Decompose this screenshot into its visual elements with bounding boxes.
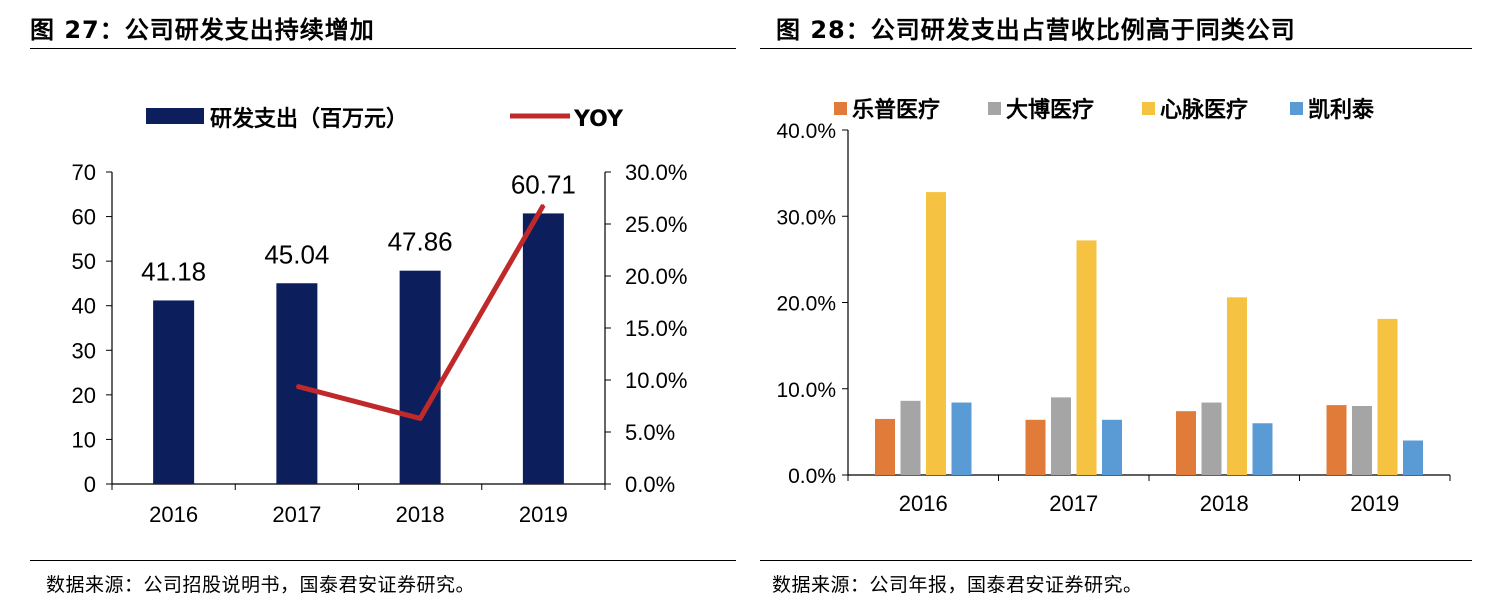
bar-4 bbox=[951, 402, 972, 475]
right-figure-panel: 图 28：公司研发支出占营收比例高于同类公司 0.0% 10.0% 20.0% 30.… bbox=[760, 0, 1506, 606]
right-source-note: 数据来源：公司年报，国泰君安证券研究。 bbox=[772, 574, 1143, 596]
y-tick-label: 40.0% bbox=[776, 120, 836, 143]
y2-tick-label: 10.0% bbox=[625, 368, 687, 393]
bar-data-label: 45.04 bbox=[264, 239, 329, 269]
bar-4 bbox=[1403, 440, 1423, 475]
bar-1 bbox=[1176, 411, 1196, 475]
legend-swatch-2 bbox=[988, 102, 1001, 115]
y-tick-label: 20 bbox=[72, 383, 96, 408]
legend-swatch-1 bbox=[834, 102, 847, 115]
legend-swatch-3 bbox=[1142, 102, 1155, 115]
right-source-rule bbox=[760, 560, 1472, 561]
bar-data-label: 60.71 bbox=[511, 169, 576, 199]
x-tick-label: 2018 bbox=[1200, 491, 1249, 516]
left-figure-panel: 图 27：公司研发支出持续增加 0 10 20 30 40 50 60 70 0.0% 5.0% 1… bbox=[0, 0, 740, 606]
y2-tick-label: 15.0% bbox=[625, 316, 687, 341]
bar-1 bbox=[875, 418, 895, 475]
legend-swatch-rd-expense bbox=[146, 108, 204, 124]
bar-2 bbox=[1352, 406, 1372, 475]
bar-rd-expense bbox=[153, 300, 195, 484]
x-tick-label: 2017 bbox=[272, 502, 321, 527]
x-tick-label: 2016 bbox=[899, 491, 948, 516]
y-tick-label: 20.0% bbox=[776, 293, 836, 316]
bar-1 bbox=[1025, 419, 1046, 475]
bar-data-label: 41.18 bbox=[141, 256, 206, 286]
y-tick-label: 70 bbox=[72, 160, 96, 185]
bar-rd-expense bbox=[522, 213, 564, 484]
y2-tick-label: 25.0% bbox=[625, 212, 687, 237]
x-tick-label: 2017 bbox=[1049, 491, 1098, 516]
legend-label-yoy: YOY bbox=[573, 107, 624, 132]
bar-1 bbox=[1326, 405, 1347, 475]
bar-4 bbox=[1252, 423, 1273, 475]
left-chart: 0 10 20 30 40 50 60 70 0.0% 5.0% 10.0% 15.0% 20.0% 25… bbox=[72, 106, 688, 527]
legend-label-1: 乐普医疗 bbox=[852, 97, 940, 123]
y-tick-label: 0 bbox=[84, 472, 96, 497]
right-title-rule bbox=[760, 48, 1472, 49]
y-tick-label: 40 bbox=[72, 294, 96, 319]
y-tick-label: 30.0% bbox=[776, 206, 836, 229]
y2-tick-label: 5.0% bbox=[625, 420, 675, 445]
x-tick-label: 2019 bbox=[1350, 491, 1399, 516]
bar-2 bbox=[900, 400, 921, 475]
left-source-rule bbox=[30, 560, 736, 561]
y-tick-label: 0.0% bbox=[788, 465, 836, 488]
y-tick-label: 10 bbox=[72, 427, 96, 452]
right-chart: 0.0% 10.0% 20.0% 30.0% 40.0% 2016 2017 2018 2019… bbox=[776, 97, 1451, 516]
yoy-point bbox=[419, 417, 422, 420]
y-tick-label: 10.0% bbox=[776, 379, 836, 402]
left-title-rule bbox=[30, 48, 736, 49]
bar-rd-expense bbox=[399, 270, 441, 484]
x-tick-label: 2019 bbox=[519, 502, 568, 527]
bar-3 bbox=[1076, 240, 1097, 475]
left-figure-title: 图 27：公司研发支出持续增加 bbox=[30, 16, 375, 44]
legend-swatch-4 bbox=[1290, 102, 1303, 115]
y2-tick-label: 30.0% bbox=[625, 160, 687, 185]
legend-label-4: 凯利泰 bbox=[1308, 98, 1375, 123]
y-tick-label: 30 bbox=[72, 338, 96, 363]
yoy-point bbox=[295, 385, 298, 388]
y2-tick-label: 20.0% bbox=[625, 264, 687, 289]
x-tick-label: 2018 bbox=[396, 502, 445, 527]
bar-3 bbox=[1227, 297, 1247, 475]
y-tick-label: 50 bbox=[72, 249, 96, 274]
right-figure-title: 图 28：公司研发支出占营收比例高于同类公司 bbox=[776, 16, 1296, 44]
legend-label-3: 心脉医疗 bbox=[1160, 97, 1248, 123]
x-tick-label: 2016 bbox=[149, 502, 198, 527]
legend-label-2: 大博医疗 bbox=[1006, 97, 1094, 123]
bar-2 bbox=[1051, 397, 1071, 475]
bar-3 bbox=[926, 192, 946, 475]
left-source-note: 数据来源：公司招股说明书，国泰君安证券研究。 bbox=[46, 574, 476, 596]
bar-rd-expense bbox=[276, 283, 318, 484]
yoy-point bbox=[542, 204, 545, 207]
bar-2 bbox=[1201, 402, 1222, 475]
legend-label-rd-expense: 研发支出（百万元） bbox=[210, 106, 408, 132]
y2-tick-label: 0.0% bbox=[625, 472, 675, 497]
bar-data-label: 47.86 bbox=[388, 227, 453, 257]
bar-3 bbox=[1377, 318, 1398, 475]
bar-4 bbox=[1102, 419, 1122, 475]
y-tick-label: 60 bbox=[72, 205, 96, 230]
